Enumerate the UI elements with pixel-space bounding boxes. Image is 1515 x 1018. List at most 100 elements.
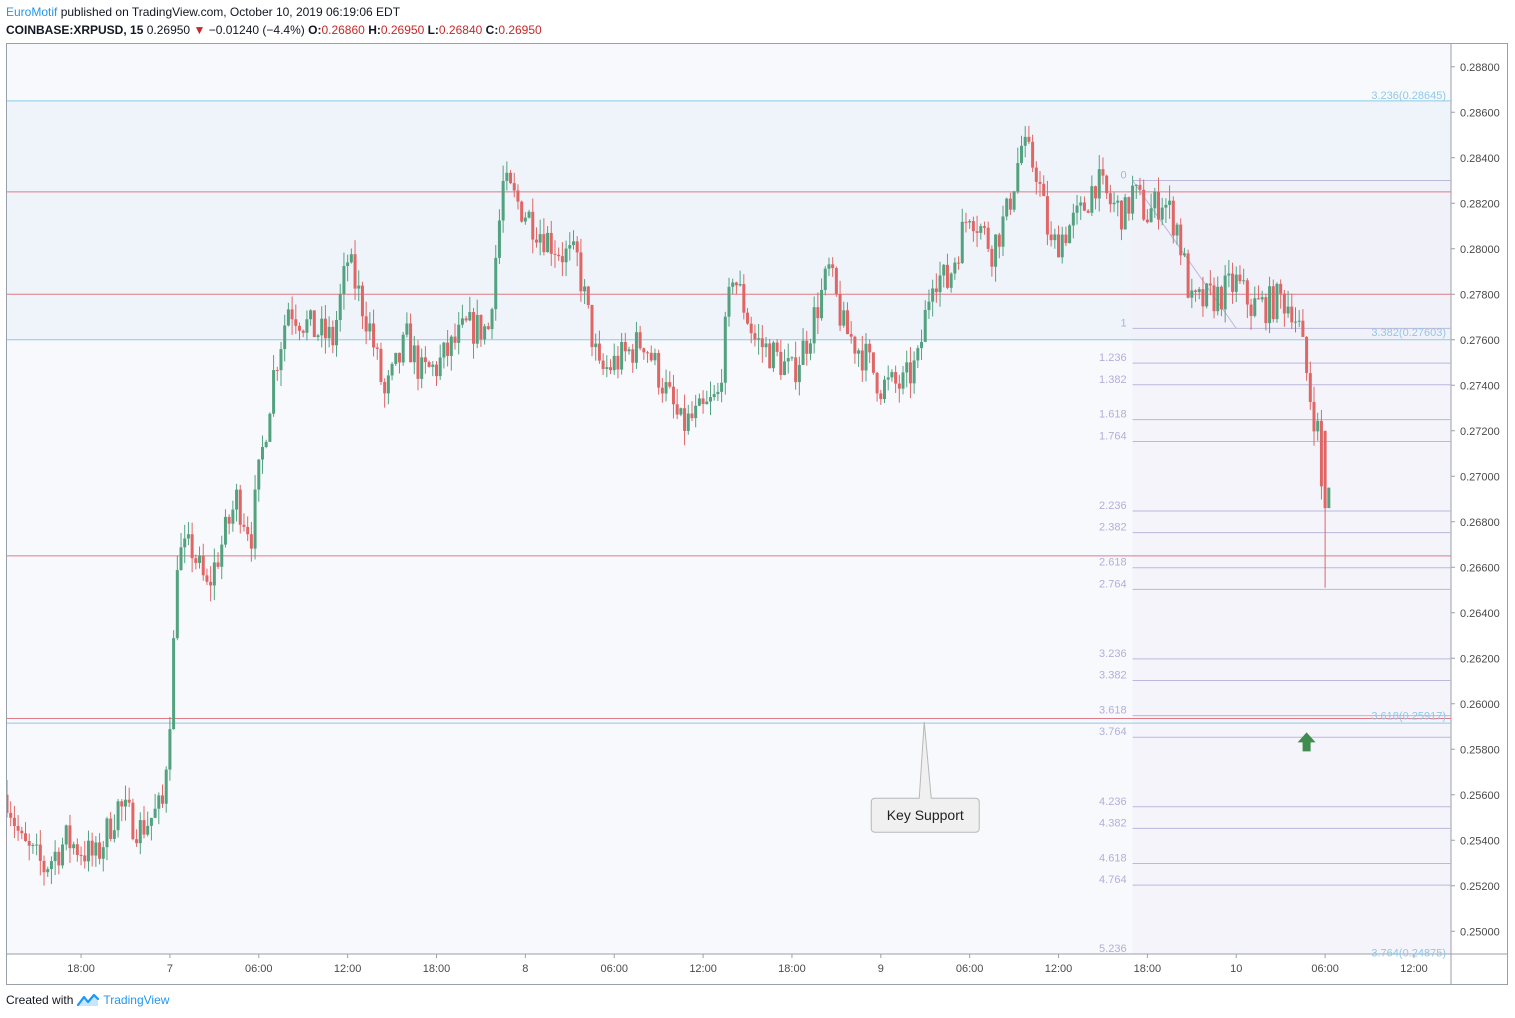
- candle-down: [1219, 286, 1223, 310]
- candle-up: [1134, 184, 1138, 186]
- candle-up: [564, 248, 568, 263]
- candle-down: [871, 352, 875, 373]
- candle-up: [1068, 225, 1072, 244]
- candle-up: [571, 241, 575, 246]
- candle-up: [164, 769, 168, 804]
- candle-up: [583, 286, 587, 292]
- author-link[interactable]: EuroMotif: [6, 5, 58, 19]
- down-arrow-icon: ▼: [193, 23, 206, 37]
- x-tick-label: 06:00: [956, 963, 984, 975]
- candle-up: [431, 364, 435, 367]
- candle-up: [712, 394, 716, 398]
- candle-up: [1286, 306, 1290, 314]
- candle-up: [61, 844, 65, 866]
- candle-down: [1305, 336, 1309, 374]
- candle-up: [390, 363, 394, 376]
- candle-up: [931, 288, 935, 302]
- fib-level-label: 1.236: [1099, 352, 1127, 364]
- candle-down: [7, 794, 9, 813]
- symbol-name[interactable]: COINBASE:XRPUSD, 15: [6, 23, 144, 37]
- candle-down: [120, 801, 124, 807]
- candle-up: [686, 413, 690, 431]
- candle-down: [1271, 286, 1275, 320]
- candlestick-chart[interactable]: 0.28800 0.28600 0.28400 0.28200 0.28000 0.278…: [7, 44, 1507, 984]
- candle-up: [1153, 191, 1157, 209]
- candle-down: [908, 362, 912, 384]
- candle-up: [786, 358, 790, 362]
- candle-down: [975, 231, 979, 233]
- candle-down: [660, 387, 664, 394]
- candle-up: [442, 342, 446, 358]
- candle-up: [886, 377, 890, 380]
- y-tick-label: 0.26600: [1460, 562, 1500, 574]
- candle-up: [316, 335, 320, 338]
- candle-up: [86, 840, 90, 862]
- candle-up: [1123, 197, 1127, 230]
- candle-down: [1119, 200, 1123, 230]
- candle-down: [957, 262, 961, 264]
- candle-up: [920, 341, 924, 349]
- candle-up: [1216, 286, 1220, 312]
- candle-up: [490, 309, 494, 330]
- candle-down: [1082, 202, 1086, 211]
- candle-up: [1205, 283, 1209, 307]
- candle-down: [649, 352, 653, 361]
- candle-up: [1234, 274, 1238, 292]
- tradingview-brand[interactable]: TradingView: [103, 993, 170, 1007]
- candle-down: [549, 232, 553, 254]
- candle-down: [472, 312, 476, 344]
- candle-down: [1301, 320, 1305, 337]
- x-tick-label: 06:00: [600, 963, 628, 975]
- last-price: 0.26950: [146, 23, 191, 37]
- candle-up: [612, 355, 616, 371]
- candle-down: [1142, 189, 1146, 220]
- candle-up: [634, 332, 638, 363]
- candle-up: [235, 489, 239, 510]
- fib-level-label: 3.618: [1099, 705, 1127, 717]
- y-tick-label: 0.27800: [1460, 289, 1500, 301]
- x-tick-label: 9: [878, 963, 884, 975]
- candle-up: [357, 285, 361, 289]
- candle-down: [142, 820, 146, 835]
- candle-down: [1231, 273, 1235, 292]
- candle-up: [494, 257, 498, 310]
- candle-down: [838, 294, 842, 326]
- x-tick-label: 10: [1230, 963, 1242, 975]
- candle-up: [1168, 200, 1172, 205]
- candle-up: [1164, 204, 1168, 208]
- candle-down: [575, 241, 579, 253]
- candle-down: [83, 855, 87, 862]
- candle-up: [864, 343, 868, 371]
- fib-level-label: 4.764: [1099, 874, 1127, 886]
- fib-level-label: 4.236: [1099, 796, 1127, 808]
- candle-down: [331, 326, 335, 346]
- candle-down: [446, 342, 450, 356]
- candle-down: [623, 341, 627, 352]
- candle-up: [483, 326, 487, 340]
- candle-down: [560, 256, 564, 263]
- candle-up: [1071, 212, 1075, 226]
- candle-up: [286, 309, 290, 326]
- key-support-callout: [870, 721, 980, 833]
- candle-down: [275, 370, 279, 372]
- candle-up: [46, 869, 50, 873]
- candle-up: [105, 818, 109, 848]
- candle-up: [412, 345, 416, 363]
- candle-up: [253, 489, 257, 549]
- candle-up: [916, 348, 920, 361]
- candle-down: [1105, 175, 1109, 194]
- tradingview-logo-icon[interactable]: [77, 993, 100, 1007]
- candle-down: [512, 183, 516, 191]
- candle-down: [464, 318, 468, 321]
- candle-down: [690, 413, 694, 419]
- candle-down: [934, 288, 938, 293]
- candle-down: [20, 830, 24, 834]
- candle-up: [705, 401, 709, 405]
- candle-down: [42, 860, 46, 873]
- candle-up: [505, 172, 509, 181]
- candle-down: [194, 558, 198, 563]
- candle-down: [746, 312, 750, 324]
- candle-down: [990, 248, 994, 267]
- candle-up: [457, 324, 461, 343]
- candle-up: [1227, 273, 1231, 276]
